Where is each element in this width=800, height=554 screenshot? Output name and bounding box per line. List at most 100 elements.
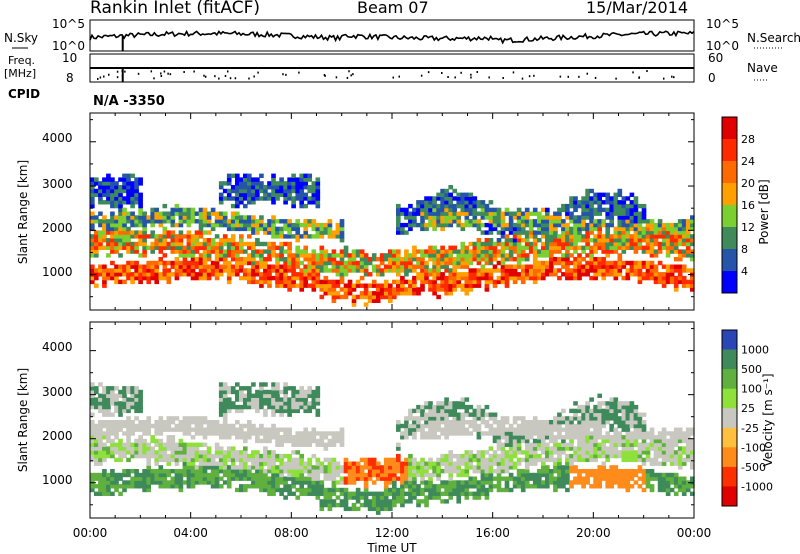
heatmap-cell [448, 487, 454, 493]
heatmap-cell [629, 453, 635, 459]
noise-left-label: N.Sky [4, 31, 38, 45]
heatmap-cell [597, 192, 603, 197]
heatmap-cell [319, 435, 325, 440]
heatmap-cell [480, 420, 486, 425]
heatmap-cell [589, 188, 594, 194]
heatmap-cell [621, 484, 627, 489]
heatmap-cell [569, 457, 574, 463]
heatmap-cell [226, 245, 232, 250]
heatmap-cell [472, 253, 478, 258]
heatmap-cell [641, 211, 647, 216]
heatmap-cell [589, 275, 594, 281]
heatmap-cell [528, 230, 534, 235]
heatmap-cell [585, 264, 590, 269]
heatmap-cell [134, 234, 139, 239]
heatmap-cell [593, 275, 598, 281]
heatmap-cell [247, 268, 252, 273]
heatmap-cell [448, 431, 454, 436]
nave-mark [441, 72, 443, 75]
heatmap-cell [589, 420, 594, 425]
heatmap-cell [230, 450, 236, 455]
colorbar-tick-label: 28 [741, 133, 755, 146]
heatmap-cell [335, 480, 341, 485]
heatmap-cell [343, 291, 349, 296]
heatmap-cell [331, 257, 337, 262]
heatmap-cell [448, 476, 454, 481]
heatmap-cell [267, 275, 272, 281]
heatmap-cell [440, 401, 445, 406]
heatmap-cell [275, 427, 280, 432]
heatmap-cell [480, 484, 486, 489]
heatmap-cell [609, 442, 615, 447]
heatmap-cell [251, 279, 256, 285]
heatmap-cell [122, 393, 127, 398]
heatmap-cell [609, 234, 615, 239]
heatmap-cell [186, 230, 192, 235]
heatmap-cell [251, 423, 256, 429]
heatmap-cell [444, 279, 449, 285]
heatmap-cell [524, 476, 530, 481]
heatmap-cell [122, 472, 127, 478]
heatmap-cell [331, 291, 337, 296]
heatmap-cell [275, 230, 280, 235]
heatmap-cell [637, 275, 643, 281]
heatmap-cell [138, 192, 143, 197]
heatmap-cell [363, 287, 369, 292]
heatmap-cell [307, 257, 313, 262]
heatmap-cell [561, 408, 566, 414]
heatmap-cell [585, 438, 590, 444]
heatmap-cell [573, 423, 578, 429]
heatmap-cell [520, 268, 526, 273]
heatmap-cell [210, 249, 216, 254]
heatmap-cell [508, 427, 514, 432]
heatmap-cell [102, 177, 107, 182]
heatmap-cell [673, 249, 679, 254]
heatmap-cell [460, 469, 466, 474]
heatmap-cell [142, 230, 147, 235]
heatmap-cell [174, 453, 180, 459]
heatmap-cell [512, 442, 518, 447]
heatmap-cell [476, 469, 482, 474]
heatmap-cell [408, 423, 413, 429]
heatmap-cell [162, 480, 168, 485]
heatmap-cell [573, 272, 578, 277]
heatmap-cell [500, 219, 506, 224]
heatmap-cell [601, 423, 607, 429]
heatmap-cell [126, 480, 131, 485]
heatmap-cell [685, 226, 691, 232]
heatmap-cell [275, 397, 280, 402]
heatmap-cell [597, 196, 603, 201]
heatmap-cell [492, 226, 498, 232]
heatmap-cell [412, 484, 417, 489]
heatmap-cell [347, 491, 353, 496]
heatmap-cell [118, 226, 123, 232]
heatmap-cell [444, 219, 449, 224]
heatmap-cell [174, 238, 180, 243]
heatmap-cell [528, 472, 534, 478]
heatmap-cell [106, 420, 111, 425]
heatmap-cell [239, 260, 244, 266]
heatmap-cell [299, 461, 305, 466]
heatmap-cell [601, 238, 607, 243]
heatmap-cell [230, 245, 236, 250]
heatmap-cell [275, 404, 280, 410]
heatmap-cell [130, 393, 135, 398]
heatmap-cell [512, 215, 518, 220]
heatmap-cell [520, 226, 526, 232]
heatmap-cell [287, 181, 292, 186]
heatmap-cell [158, 238, 164, 243]
heatmap-cell [617, 215, 623, 220]
heatmap-cell [166, 272, 172, 277]
heatmap-cell [339, 465, 345, 470]
heatmap-cell [440, 412, 445, 417]
heatmap-cell [500, 260, 506, 266]
heatmap-cell [158, 476, 164, 481]
heatmap-cell [271, 472, 276, 478]
cpid-value: N/A -3350 [93, 94, 165, 109]
heatmap-cell [287, 484, 292, 489]
heatmap-cell [267, 457, 272, 463]
heatmap-cell [488, 476, 494, 481]
heatmap-cell [492, 241, 498, 247]
heatmap-cell [528, 420, 534, 425]
heatmap-cell [383, 465, 389, 470]
